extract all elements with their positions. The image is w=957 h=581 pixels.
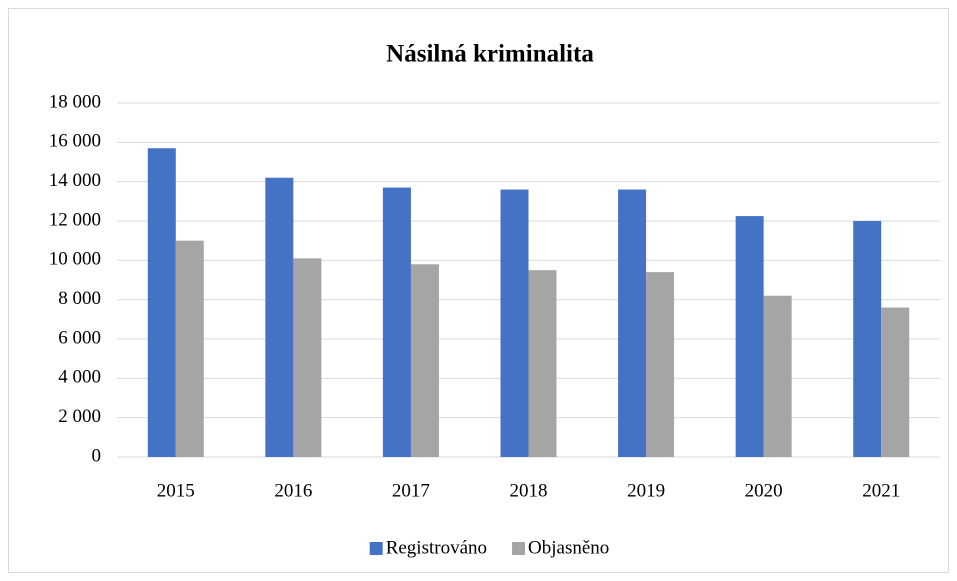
x-tick-label: 2020 xyxy=(745,480,783,501)
bar xyxy=(500,189,529,458)
y-tick-label: 10 000 xyxy=(49,249,101,270)
y-tick-label: 16 000 xyxy=(49,131,101,152)
y-tick-label: 8 000 xyxy=(58,288,101,309)
bar xyxy=(763,295,792,457)
bar xyxy=(735,216,764,457)
x-tick-label: 2021 xyxy=(862,480,900,501)
y-tick-label: 6 000 xyxy=(58,327,101,348)
y-tick-label: 18 000 xyxy=(49,91,101,112)
y-tick-label: 0 xyxy=(92,445,102,466)
bar xyxy=(618,189,647,458)
y-tick-label: 14 000 xyxy=(49,170,101,191)
chart-title: Násilná kriminalita xyxy=(386,41,594,68)
x-tick-label: 2019 xyxy=(627,480,665,501)
bar xyxy=(265,177,294,457)
y-tick-label: 4 000 xyxy=(58,367,101,388)
y-tick-label: 12 000 xyxy=(49,209,101,230)
bar xyxy=(528,270,557,457)
bar xyxy=(382,187,411,458)
legend-label: Registrováno xyxy=(386,537,487,558)
legend-swatch xyxy=(369,542,383,555)
x-tick-label: 2018 xyxy=(510,480,548,501)
bar xyxy=(853,221,882,457)
legend-label: Objasněno xyxy=(528,537,609,558)
x-tick-label: 2016 xyxy=(274,480,312,501)
x-tick-label: 2015 xyxy=(157,480,195,501)
x-tick-label: 2017 xyxy=(392,480,430,501)
bar xyxy=(410,264,439,457)
bar xyxy=(881,307,910,457)
legend-swatch xyxy=(512,542,526,555)
bar xyxy=(646,272,675,457)
bar xyxy=(175,240,204,457)
y-tick-label: 2 000 xyxy=(58,406,101,427)
bar xyxy=(293,258,322,457)
bar xyxy=(147,148,176,457)
